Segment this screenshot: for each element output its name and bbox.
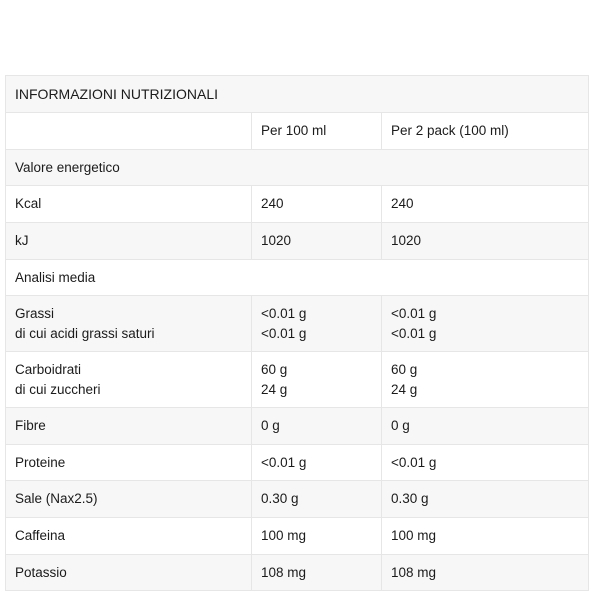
row-value-sale-per-2pack: 0.30 g (381, 480, 589, 518)
row-value-grassi-per-100ml: <0.01 g <0.01 g (251, 295, 382, 352)
table-title-row: INFORMAZIONI NUTRIZIONALI (5, 75, 589, 113)
section-label-analisi-media: Analisi media (5, 259, 589, 296)
table-row: Potassio 108 mg 108 mg (5, 554, 589, 591)
row-label-grassi: Grassi di cui acidi grassi saturi (5, 295, 252, 352)
row-label-fibre: Fibre (5, 407, 252, 445)
row-value-sale-per-100ml: 0.30 g (251, 480, 382, 518)
row-label-kj: kJ (5, 222, 252, 260)
row-value-caffeina-per-100ml: 100 mg (251, 517, 382, 555)
row-value-potassio-per-100ml: 108 mg (251, 554, 382, 591)
row-label-sale: Sale (Nax2.5) (5, 480, 252, 518)
table-row: kJ 1020 1020 (5, 222, 589, 260)
row-value-caffeina-per-2pack: 100 mg (381, 517, 589, 555)
row-value-carboidrati-per-100ml: 60 g 24 g (251, 351, 382, 408)
row-label-proteine: Proteine (5, 444, 252, 481)
row-label-caffeina: Caffeina (5, 517, 252, 555)
table-row: Kcal 240 240 (5, 185, 589, 223)
row-value-proteine-per-2pack: <0.01 g (381, 444, 589, 481)
table-row: Sale (Nax2.5) 0.30 g 0.30 g (5, 480, 589, 518)
table-title: INFORMAZIONI NUTRIZIONALI (5, 75, 589, 113)
row-label-carboidrati: Carboidrati di cui zuccheri (5, 351, 252, 408)
row-value-fibre-per-2pack: 0 g (381, 407, 589, 445)
column-header-per-2pack: Per 2 pack (100 ml) (381, 112, 589, 150)
row-value-kcal-per-2pack: 240 (381, 185, 589, 223)
section-row-energy: Valore energetico (5, 149, 589, 186)
nutrition-information-table: INFORMAZIONI NUTRIZIONALI Per 100 ml Per… (5, 75, 589, 591)
nutrition-table-container: INFORMAZIONI NUTRIZIONALI Per 100 ml Per… (5, 75, 589, 591)
row-value-kj-per-2pack: 1020 (381, 222, 589, 260)
section-row-average-analysis: Analisi media (5, 259, 589, 296)
row-value-fibre-per-100ml: 0 g (251, 407, 382, 445)
column-header-per-100ml: Per 100 ml (251, 112, 382, 150)
table-row: Proteine <0.01 g <0.01 g (5, 444, 589, 481)
section-label-valore-energetico: Valore energetico (5, 149, 589, 186)
row-value-carboidrati-per-2pack: 60 g 24 g (381, 351, 589, 408)
column-header-label (5, 112, 252, 150)
table-header-row: Per 100 ml Per 2 pack (100 ml) (5, 112, 589, 150)
row-value-kj-per-100ml: 1020 (251, 222, 382, 260)
table-row: Carboidrati di cui zuccheri 60 g 24 g 60… (5, 351, 589, 408)
row-value-potassio-per-2pack: 108 mg (381, 554, 589, 591)
table-row: Fibre 0 g 0 g (5, 407, 589, 445)
row-value-proteine-per-100ml: <0.01 g (251, 444, 382, 481)
row-value-grassi-per-2pack: <0.01 g <0.01 g (381, 295, 589, 352)
row-label-potassio: Potassio (5, 554, 252, 591)
row-label-kcal: Kcal (5, 185, 252, 223)
table-row: Caffeina 100 mg 100 mg (5, 517, 589, 555)
table-row: Grassi di cui acidi grassi saturi <0.01 … (5, 295, 589, 352)
row-value-kcal-per-100ml: 240 (251, 185, 382, 223)
